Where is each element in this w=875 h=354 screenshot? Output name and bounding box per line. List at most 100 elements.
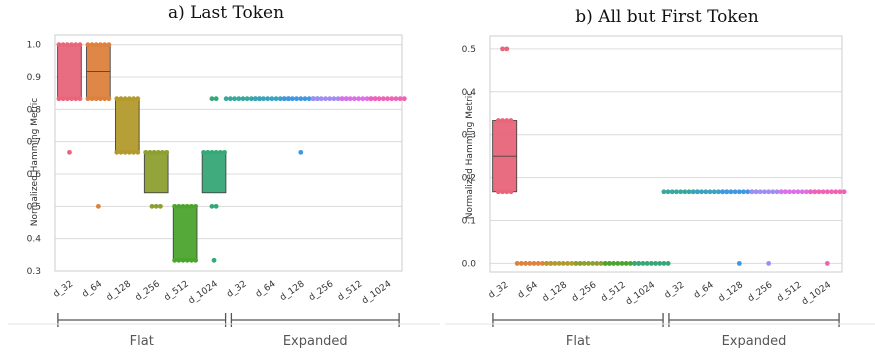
data-point: [114, 149, 120, 155]
data-point: [565, 261, 570, 266]
x-tick-label: d_512: [776, 280, 804, 304]
x-tick-label: d_256: [570, 280, 598, 304]
data-point: [98, 96, 103, 102]
data-point: [548, 261, 554, 266]
data-point: [339, 96, 345, 102]
data-point: [762, 189, 767, 195]
y-tick-label: 0.2: [462, 174, 476, 184]
data-point: [577, 261, 583, 266]
data-point: [93, 96, 99, 102]
data-point: [636, 261, 642, 266]
data-point: [352, 96, 357, 102]
data-point: [213, 203, 219, 209]
y-tick-label: 0.8: [27, 105, 42, 115]
data-point: [690, 189, 696, 195]
data-point: [164, 149, 170, 155]
y-tick-label: 0.6: [27, 170, 42, 180]
data-point: [741, 189, 746, 195]
data-point: [298, 149, 304, 155]
data-point: [707, 189, 713, 195]
data-point: [193, 257, 199, 263]
data-point: [232, 96, 237, 102]
data-point: [85, 96, 91, 102]
data-point: [393, 96, 399, 102]
x-tick-label: d_128: [278, 279, 306, 303]
data-point: [640, 261, 646, 266]
data-point: [665, 261, 671, 266]
data-point: [60, 96, 66, 102]
data-point: [766, 261, 772, 266]
panel-all-but-first-token: b) All but First Token Normalized Hammin…: [445, 7, 875, 349]
data-point: [294, 96, 299, 102]
data-point: [523, 261, 528, 266]
data-point: [495, 189, 501, 195]
y-tick-label: 0.4: [462, 88, 477, 98]
data-point: [573, 261, 579, 266]
data-point: [724, 189, 730, 195]
data-point: [172, 257, 178, 263]
data-point: [180, 257, 186, 263]
data-point: [560, 261, 566, 266]
group-label: Expanded: [283, 334, 348, 349]
data-point: [56, 42, 62, 48]
data-point: [519, 261, 524, 266]
data-point: [193, 203, 199, 209]
data-point: [728, 189, 734, 195]
data-point: [504, 118, 510, 123]
data-point: [98, 42, 103, 48]
data-point: [149, 203, 155, 209]
data-point: [256, 96, 262, 102]
y-tick-label: 0.0: [462, 259, 477, 269]
data-point: [644, 261, 650, 266]
data-point: [143, 149, 149, 155]
data-point: [67, 149, 72, 155]
data-point: [73, 42, 79, 48]
data-point: [118, 149, 124, 155]
data-point: [281, 96, 287, 102]
data-point: [223, 96, 229, 102]
group-label: Flat: [130, 334, 154, 349]
data-point: [657, 261, 663, 266]
data-point: [619, 261, 625, 266]
data-point: [678, 189, 684, 195]
data-point: [360, 96, 366, 102]
data-point: [261, 96, 266, 102]
data-point: [372, 96, 378, 102]
data-point: [217, 149, 223, 155]
data-point: [302, 96, 308, 102]
data-point: [240, 96, 246, 102]
data-point: [209, 203, 215, 209]
data-point: [716, 189, 721, 195]
data-point: [265, 96, 271, 102]
data-point: [841, 189, 847, 195]
data-point: [745, 189, 751, 195]
y-tick-label: 0.4: [27, 235, 42, 245]
data-point: [114, 96, 120, 102]
data-point: [795, 189, 801, 195]
data-point: [607, 261, 612, 266]
data-point: [102, 96, 108, 102]
x-tick-label: d_1024: [187, 279, 220, 306]
x-tick-label: d_256: [746, 280, 774, 304]
data-point: [500, 189, 505, 195]
data-point: [535, 261, 541, 266]
data-point: [732, 189, 738, 195]
group-label: Expanded: [722, 334, 787, 349]
data-point: [77, 96, 83, 102]
data-point: [628, 261, 633, 266]
y-axis-label: Normalized Hamming Metric: [465, 91, 475, 220]
data-point: [799, 189, 805, 195]
data-point: [331, 96, 337, 102]
data-point: [389, 96, 395, 102]
data-point: [85, 42, 91, 48]
x-tick-label: d_1024: [800, 280, 833, 307]
data-point: [356, 96, 362, 102]
data-point: [829, 189, 834, 195]
y-tick-label: 0.5: [27, 202, 41, 212]
panel-title: a) Last Token: [168, 3, 284, 23]
data-point: [590, 261, 596, 266]
x-tick-label: d_128: [717, 280, 745, 304]
data-point: [500, 46, 505, 52]
data-point: [73, 96, 79, 102]
